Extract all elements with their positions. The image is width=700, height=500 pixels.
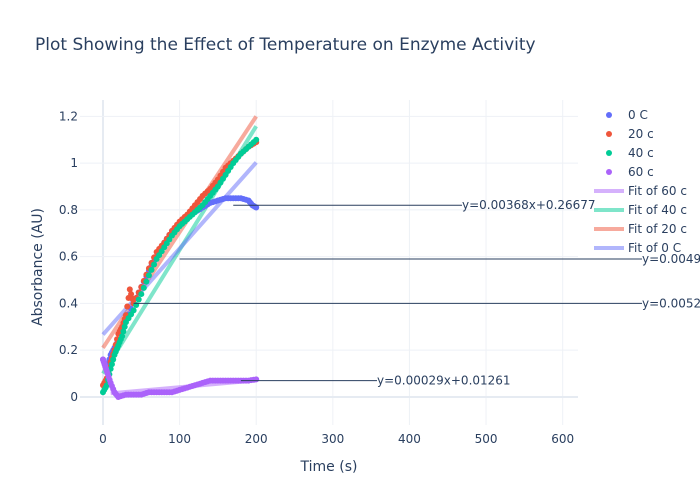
legend-label: 20 c <box>628 127 654 141</box>
y-tick-label: 0.8 <box>59 203 78 217</box>
data-point <box>120 328 127 335</box>
y-tick-label: 0.6 <box>59 250 78 264</box>
y-tick-label: 0.2 <box>59 343 78 357</box>
y-axis-title: Absorbance (AU) <box>30 208 46 326</box>
data-point <box>130 307 137 314</box>
data-point <box>253 204 260 211</box>
legend-label: Fit of 60 c <box>628 184 687 198</box>
data-point <box>151 261 158 268</box>
y-tick-label: 0 <box>70 390 78 404</box>
legend-label: Fit of 40 c <box>628 203 687 217</box>
legend-label: 40 c <box>628 146 654 160</box>
data-point <box>110 356 117 363</box>
x-tick-label: 0 <box>99 432 107 446</box>
data-point <box>108 361 115 368</box>
data-point <box>124 303 131 310</box>
y-tick-label: 0.4 <box>59 296 78 310</box>
data-point <box>140 284 147 291</box>
x-tick-label: 300 <box>321 432 344 446</box>
legend: 0 C 20 c 40 c 60 c Fit of 60 c Fit of 40 c Fit… <box>594 108 687 255</box>
data-point <box>119 333 126 340</box>
x-tick-label: 500 <box>475 432 498 446</box>
annotation-text: y=0.00029x+0.01261 <box>377 374 511 388</box>
annotations: y=0.00368x+0.26677 y=0.00495 y=0.00529 y=0.… <box>133 198 700 388</box>
data-point <box>148 266 155 273</box>
data-point <box>135 296 142 303</box>
legend-marker <box>606 112 612 118</box>
x-ticks: 0 100 200 300 400 500 600 <box>99 432 574 446</box>
x-tick-label: 400 <box>398 432 421 446</box>
y-tick-label: 1.2 <box>59 109 78 123</box>
legend-marker <box>606 131 612 137</box>
annotation-text: y=0.00529 <box>642 296 700 310</box>
data-point <box>126 286 133 293</box>
legend-label: 60 c <box>628 165 654 179</box>
legend-marker <box>606 150 612 156</box>
data-point <box>138 291 145 298</box>
x-axis-title: Time (s) <box>300 459 358 475</box>
legend-marker <box>606 169 612 175</box>
x-tick-label: 600 <box>551 432 574 446</box>
data-point <box>253 376 260 383</box>
data-point <box>121 323 128 330</box>
data-point <box>253 136 260 143</box>
chart-title: Plot Showing the Effect of Temperature o… <box>35 35 536 55</box>
data-point <box>145 272 152 279</box>
x-tick-label: 200 <box>245 432 268 446</box>
data-point <box>128 291 135 298</box>
legend-label: Fit of 20 c <box>628 222 687 236</box>
annotation-text: y=0.00495 <box>642 252 700 266</box>
x-tick-label: 100 <box>168 432 191 446</box>
y-ticks: 0 0.2 0.4 0.6 0.8 1 1.2 <box>59 109 78 404</box>
legend-label: Fit of 0 C <box>628 241 681 255</box>
data-points <box>99 136 260 400</box>
legend-label: 0 C <box>628 108 648 122</box>
annotation-text: y=0.00368x+0.26677 <box>462 198 596 212</box>
data-point <box>133 301 140 308</box>
y-tick-label: 1 <box>70 156 78 170</box>
data-point <box>143 278 150 285</box>
